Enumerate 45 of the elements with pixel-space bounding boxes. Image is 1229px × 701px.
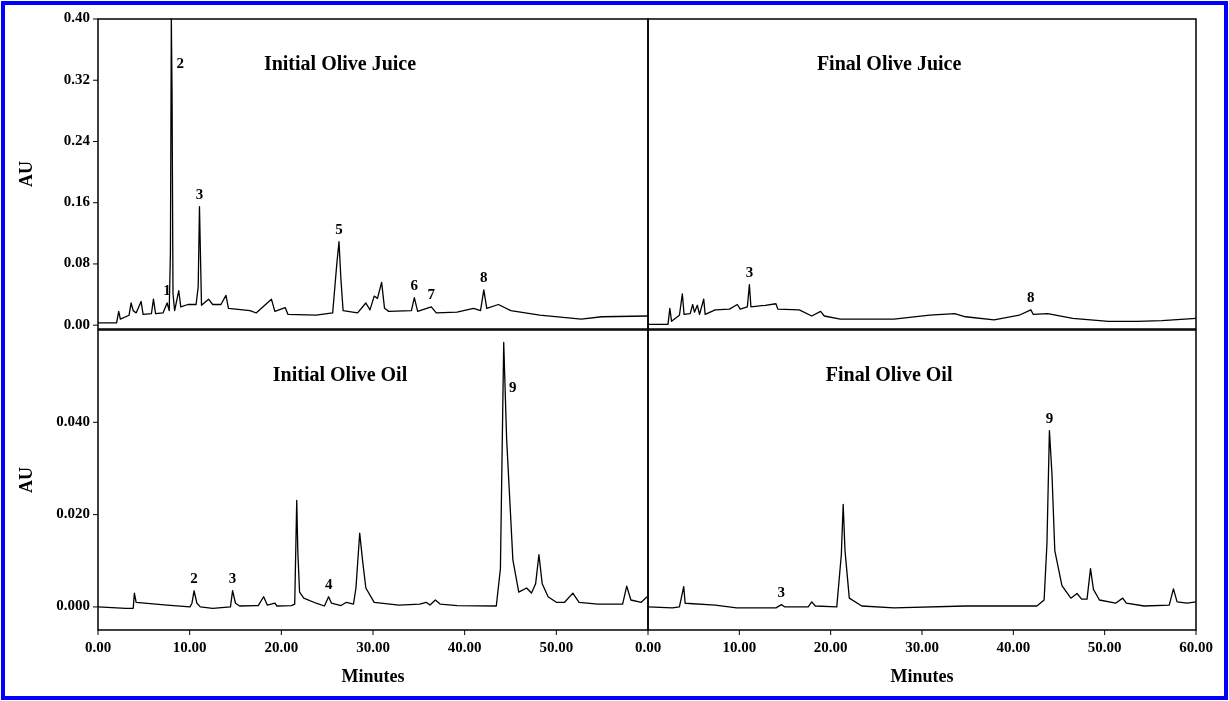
annotation: 1 [163, 282, 171, 299]
annotation: 5 [335, 221, 343, 238]
y-tick-label: 0.32 [63, 70, 90, 87]
x-tick-label: 0.00 [634, 639, 662, 655]
text: Final Olive Oil [825, 362, 953, 385]
text: Final Olive Juice [816, 51, 962, 74]
y-tick-label: 0.24 [63, 131, 91, 148]
y-tick-label: 0.00 [63, 315, 90, 332]
annotation: 2 [190, 570, 198, 587]
x-axis-title: Minutes [890, 666, 954, 686]
y-tick-label: 0.16 [63, 193, 91, 210]
x-tick-label: 0.00 [84, 639, 112, 655]
x-tick-label: 40.00 [996, 639, 1031, 655]
annotation: 7 [427, 286, 436, 303]
x-tick-label: 20.00 [813, 639, 848, 655]
annotation: 2 [176, 55, 185, 72]
y-tick-label: 0.040 [56, 412, 90, 429]
annotation: 8 [480, 269, 488, 286]
y-tick-label: 0.08 [63, 254, 90, 271]
annotation: 3 [195, 185, 204, 202]
x-tick-label: 30.00 [356, 639, 390, 655]
y-axis-title: AU [16, 467, 37, 493]
x-tick-label: 50.00 [539, 639, 574, 655]
x-tick-label: 50.00 [1087, 639, 1122, 655]
x-axis-title: Minutes [341, 666, 405, 686]
x-tick-label: 20.00 [264, 639, 299, 655]
annotation: 3 [777, 584, 786, 601]
x-tick-label: 60.00 [1179, 639, 1213, 655]
text: Initial Olive Oil [272, 362, 408, 385]
x-tick-label: 10.00 [722, 639, 757, 655]
y-tick-label: 0.000 [56, 597, 90, 614]
annotation: 3 [745, 264, 754, 281]
x-tick-label: 10.00 [172, 639, 207, 655]
x-tick-label: 30.00 [905, 639, 939, 655]
annotation: 6 [410, 277, 419, 294]
annotation: 3 [228, 570, 237, 587]
y-axis-title: AU [16, 161, 37, 187]
y-tick-label: 0.40 [63, 9, 90, 26]
x-tick-label: 40.00 [447, 639, 482, 655]
text: Initial Olive Juice [263, 51, 417, 74]
annotation: 9 [1045, 410, 1054, 427]
annotation: 4 [324, 576, 333, 593]
y-tick-label: 0.020 [56, 505, 90, 522]
annotation: 8 [1027, 289, 1035, 306]
annotation: 9 [508, 378, 517, 395]
